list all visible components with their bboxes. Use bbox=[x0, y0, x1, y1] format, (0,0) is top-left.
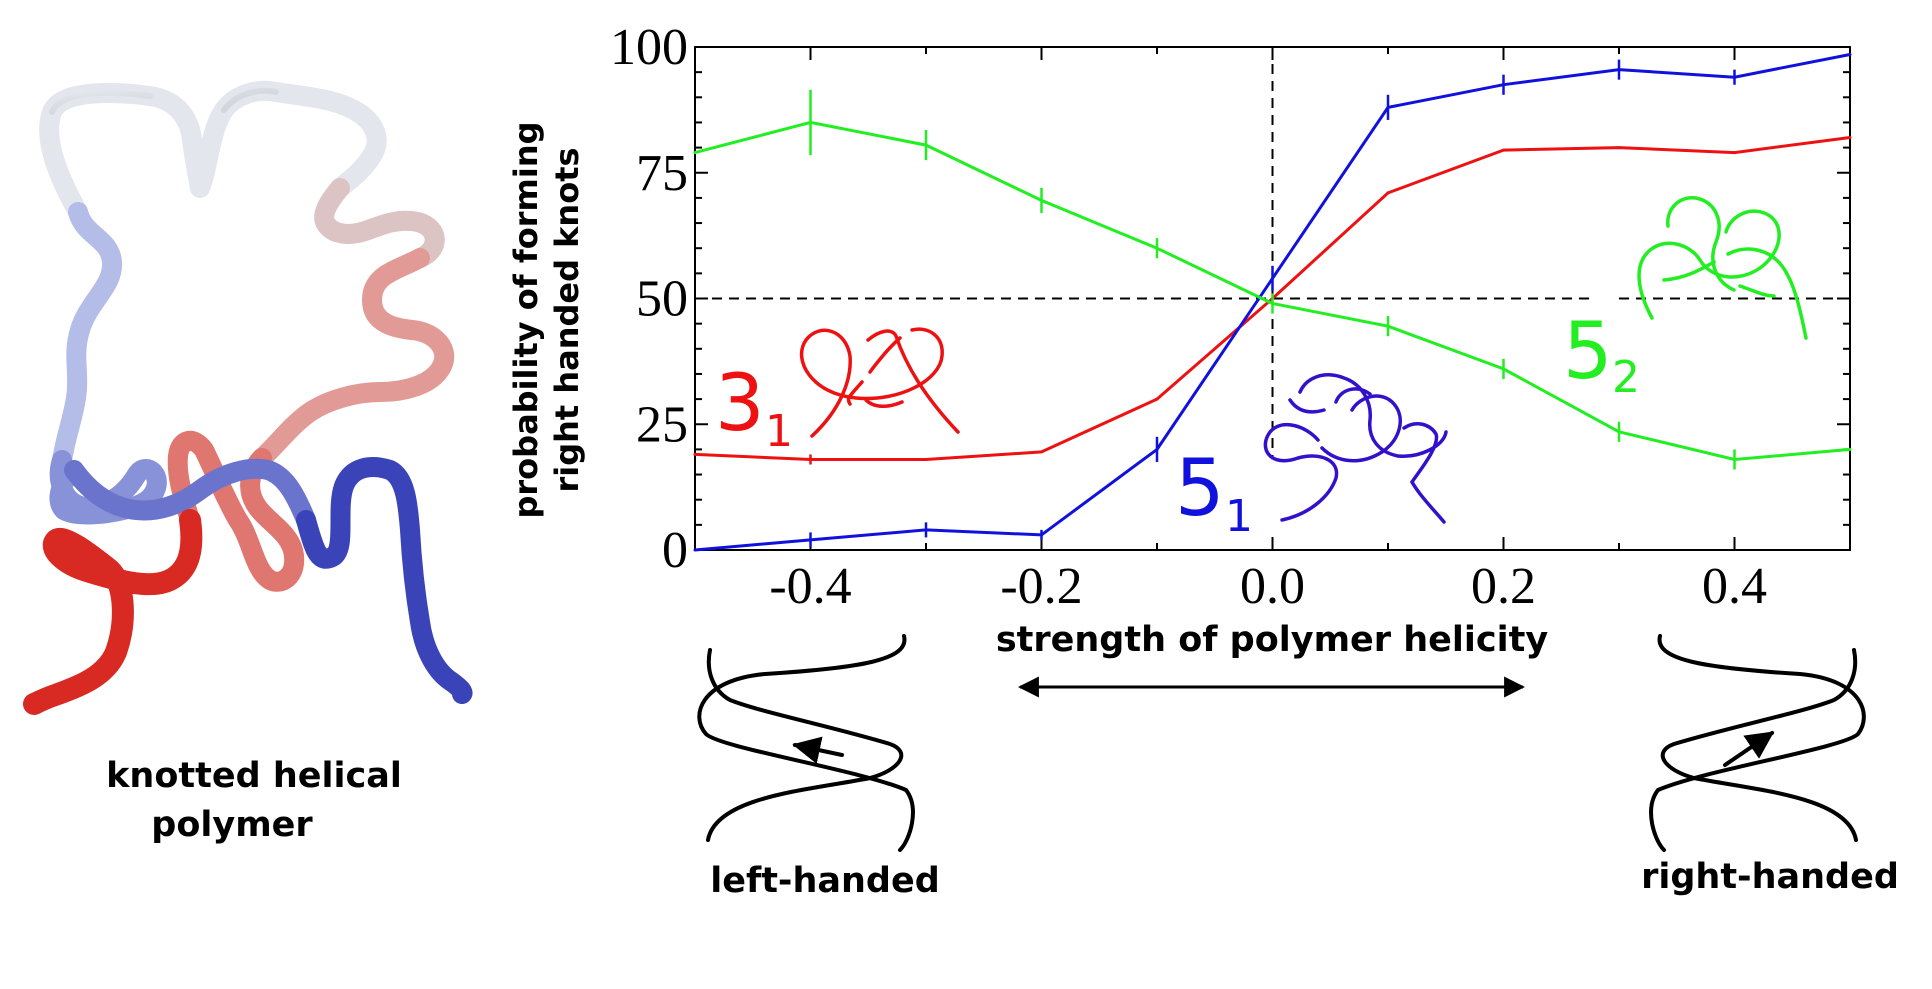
three-twist-knot-diagram bbox=[1637, 196, 1808, 340]
data-point bbox=[1733, 151, 1736, 155]
left-handed-helix-icon bbox=[697, 634, 915, 852]
polymer-segment-dark-blue bbox=[296, 457, 473, 704]
polymer-segment-light-pink bbox=[314, 178, 445, 268]
data-point bbox=[1848, 447, 1852, 451]
x-tick-label: 0.2 bbox=[1471, 558, 1536, 615]
data-point bbox=[1617, 68, 1621, 72]
y-tick-label: 75 bbox=[636, 145, 688, 202]
knot-3-1-subscript: 1 bbox=[765, 406, 793, 457]
polymer-sheen bbox=[49, 87, 279, 115]
data-series bbox=[693, 53, 1852, 552]
y-tick-label: 50 bbox=[636, 271, 688, 328]
data-point bbox=[1733, 457, 1736, 461]
data-point bbox=[1617, 146, 1621, 150]
right-handed-helix-icon bbox=[1649, 634, 1866, 852]
data-point bbox=[1386, 191, 1390, 195]
data-point bbox=[1040, 450, 1043, 454]
x-tick-label: -0.4 bbox=[769, 558, 851, 615]
x-tick-label: 0.4 bbox=[1702, 558, 1767, 615]
cinquefoil-knot-diagram bbox=[1263, 373, 1448, 524]
polymer-segment-mid-blue bbox=[49, 450, 167, 525]
data-point bbox=[693, 548, 697, 552]
polymer-caption-line2: polymer bbox=[151, 805, 313, 845]
data-point bbox=[1733, 75, 1736, 79]
polymer-segment-light-blue bbox=[52, 202, 123, 470]
y-tick-label: 0 bbox=[662, 522, 688, 579]
data-point bbox=[1502, 148, 1505, 152]
polymer-segment-salmon bbox=[167, 431, 305, 592]
knot-5-2-subscript: 2 bbox=[1612, 352, 1640, 403]
right-handed-label: right-handed bbox=[1641, 857, 1899, 897]
knotted-polymer-illustration bbox=[23, 80, 473, 715]
polymer-caption-line1: knotted helical bbox=[106, 756, 402, 796]
y-tick-label: 25 bbox=[636, 396, 688, 453]
knot-5-1-subscript: 1 bbox=[1225, 491, 1253, 542]
data-point bbox=[809, 538, 812, 542]
data-point bbox=[1155, 397, 1159, 401]
data-point bbox=[809, 457, 812, 461]
y-axis-label-line1: probability of forming bbox=[507, 121, 545, 518]
knot-5-1-label: 5 1 bbox=[1175, 444, 1253, 542]
data-point bbox=[1271, 276, 1274, 280]
x-axis-label: strength of polymer helicity bbox=[996, 620, 1549, 660]
data-point bbox=[693, 452, 697, 456]
data-point bbox=[1848, 53, 1852, 57]
left-handed-label: left-handed bbox=[710, 861, 940, 901]
data-point bbox=[1386, 105, 1390, 109]
data-point bbox=[1155, 447, 1159, 451]
reference-lines bbox=[695, 47, 1850, 460]
series-5-1 bbox=[693, 53, 1852, 552]
knot-5-2-number: 5 bbox=[1563, 307, 1613, 397]
data-point bbox=[1040, 533, 1043, 537]
trefoil-knot-diagram bbox=[799, 327, 960, 438]
y-axis-label-line2: right handed knots bbox=[548, 147, 586, 492]
data-point bbox=[1502, 83, 1505, 87]
knot-3-1-number: 3 bbox=[715, 359, 765, 449]
data-point bbox=[693, 151, 697, 155]
knot-3-1-label: 3 1 bbox=[715, 359, 793, 457]
series-5-2 bbox=[693, 89, 1852, 470]
x-tick-label: -0.2 bbox=[1000, 558, 1082, 615]
y-tick-label: 100 bbox=[610, 19, 688, 76]
data-point bbox=[1040, 198, 1043, 202]
data-point bbox=[1155, 246, 1159, 250]
polymer-segment-blue-bridge bbox=[64, 458, 316, 530]
data-point bbox=[924, 143, 928, 147]
knot-5-1-number: 5 bbox=[1175, 444, 1225, 534]
data-point bbox=[1386, 324, 1390, 328]
data-point bbox=[1848, 136, 1852, 140]
data-point bbox=[809, 120, 812, 124]
data-point bbox=[924, 528, 928, 532]
x-tick-label: 0.0 bbox=[1240, 558, 1305, 615]
data-point bbox=[924, 457, 928, 461]
data-point bbox=[1617, 430, 1621, 434]
knot-5-2-label: 5 2 bbox=[1563, 307, 1640, 403]
polymer-segment-pink bbox=[252, 248, 455, 468]
data-point bbox=[1502, 367, 1505, 371]
polymer-segment-red bbox=[23, 509, 203, 715]
data-point bbox=[1271, 302, 1274, 306]
